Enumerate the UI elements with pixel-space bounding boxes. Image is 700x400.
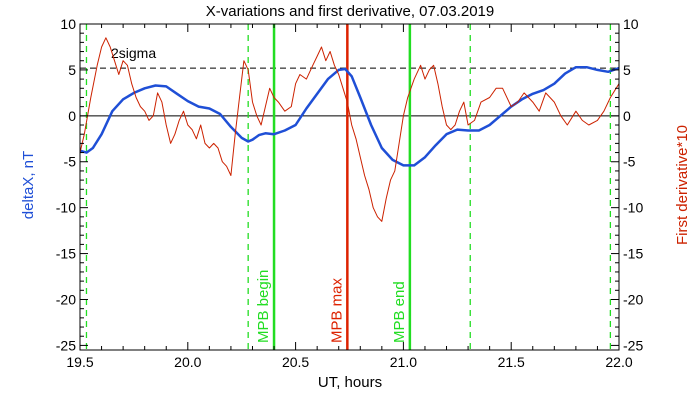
y-tick-label-left: -5 <box>64 154 77 170</box>
y-tick-label-right: -20 <box>623 291 643 307</box>
vline-label-4: MPB end <box>391 281 408 343</box>
y-tick-label-left: -15 <box>56 246 76 262</box>
y-tick-label-left: -20 <box>56 291 76 307</box>
x-tick-label: 22.0 <box>605 354 632 370</box>
sigma-label: 2sigma <box>111 45 156 61</box>
y-tick-label-right: -25 <box>623 337 643 353</box>
y-tick-label-right: 10 <box>623 16 639 32</box>
y-axis-right-label: First derivative*10 <box>674 125 691 245</box>
y-tick-label-left: -10 <box>56 200 76 216</box>
y-tick-label-left: 5 <box>68 62 76 78</box>
vline-label-2: MPB begin <box>255 270 272 343</box>
x-tick-label: 20.5 <box>282 354 309 370</box>
x-axis-label: UT, hours <box>318 374 382 391</box>
series-derivative <box>79 37 620 222</box>
y-tick-label-right: 0 <box>623 108 631 124</box>
x-tick-label: 19.5 <box>66 354 93 370</box>
x-tick-label: 21.0 <box>390 354 417 370</box>
y-tick-label-left: -25 <box>56 337 76 353</box>
y-tick-label-right: 5 <box>623 62 631 78</box>
y-tick-label-left: 10 <box>60 16 76 32</box>
y-tick-label-right: -15 <box>623 246 643 262</box>
vline-label-3: MPB max <box>328 277 345 343</box>
x-tick-label: 21.5 <box>498 354 525 370</box>
y-tick-label-right: -5 <box>623 154 636 170</box>
chart-title: X-variations and first derivative, 07.03… <box>206 3 495 20</box>
y-axis-left-label: deltaX, nT <box>20 151 37 219</box>
plot-area: 2sigma MPB begin MPB max MPB end 19.5 20.0 20.… <box>56 16 644 370</box>
x-tick-label: 20.0 <box>174 354 201 370</box>
y-tick-label-left: 0 <box>68 108 76 124</box>
y-tick-label-right: -10 <box>623 200 643 216</box>
series-deltaX <box>79 65 620 167</box>
plot-frame <box>79 23 620 351</box>
